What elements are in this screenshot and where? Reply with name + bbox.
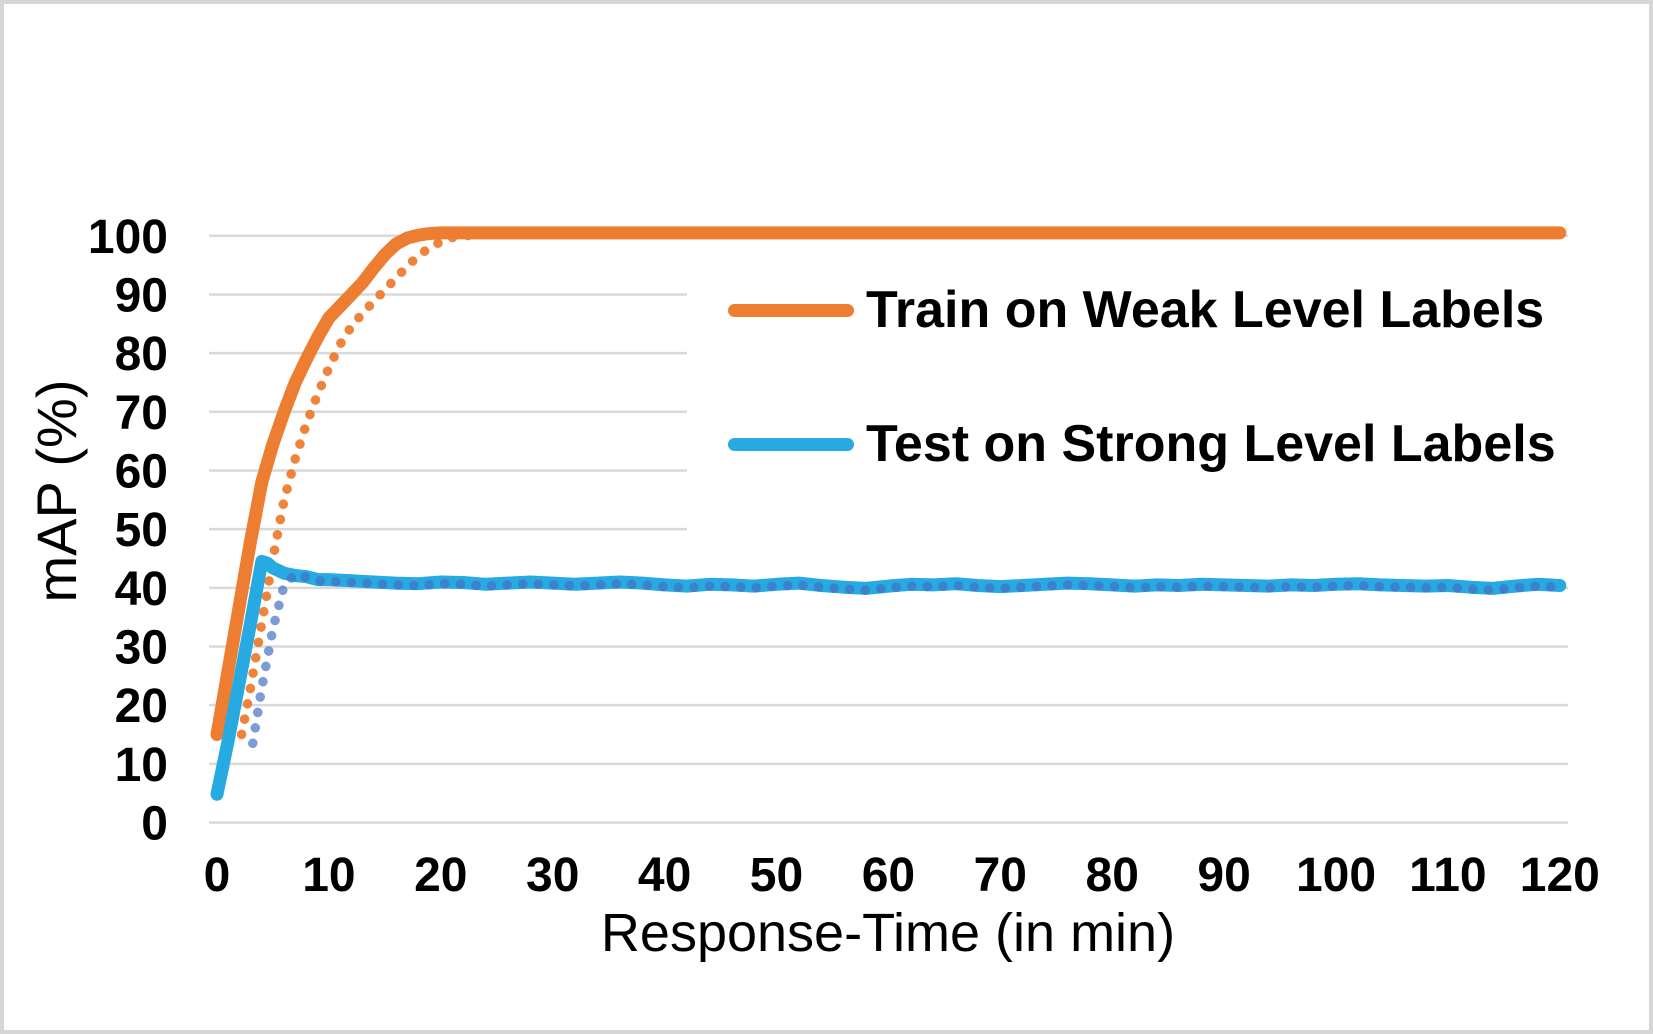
series-line-test-on-strong-level-labels-dotted-	[248, 569, 1565, 749]
y-tick-label-40: 40	[115, 563, 168, 616]
y-tick-label-60: 60	[115, 445, 168, 498]
y-tick-label-70: 70	[115, 387, 168, 440]
legend-swatch-test-blue-line	[728, 437, 854, 451]
x-tick-label-0: 0	[204, 849, 231, 902]
y-axis-title: mAP (%)	[25, 380, 88, 603]
x-tick-label-20: 20	[414, 849, 467, 902]
x-tick-label-80: 80	[1086, 849, 1139, 902]
x-axis-tick-labels: 0 10 20 30 40 50 60 70 80 90 100 110 120	[204, 849, 1600, 902]
y-tick-label-90: 90	[115, 269, 168, 322]
x-tick-label-100: 100	[1296, 849, 1376, 902]
y-tick-label-0: 0	[141, 798, 168, 851]
legend-entry-test: Test on Strong Level Labels	[728, 409, 1569, 479]
x-axis-title: Response-Time (in min)	[601, 903, 1175, 963]
y-tick-label-30: 30	[115, 621, 168, 674]
x-tick-label-120: 120	[1520, 849, 1600, 902]
y-tick-label-10: 10	[115, 739, 168, 792]
x-tick-label-110: 110	[1409, 849, 1486, 902]
x-tick-label-70: 70	[974, 849, 1027, 902]
legend-label-test: Test on Strong Level Labels	[866, 415, 1556, 473]
x-tick-label-30: 30	[526, 849, 579, 902]
legend-label-train: Train on Weak Level Labels	[866, 281, 1545, 339]
y-tick-label-100: 100	[88, 211, 168, 264]
legend-entry-train: Train on Weak Level Labels	[728, 275, 1569, 345]
series-lines	[210, 226, 1567, 801]
series-line-test-on-strong-level-labels	[210, 554, 1567, 801]
x-tick-label-40: 40	[638, 849, 691, 902]
legend: Train on Weak Level Labels Test on Stron…	[687, 249, 1569, 536]
x-tick-label-50: 50	[750, 849, 803, 902]
y-tick-label-20: 20	[115, 680, 168, 733]
x-tick-label-60: 60	[862, 849, 915, 902]
x-tick-label-90: 90	[1197, 849, 1250, 902]
x-tick-label-10: 10	[302, 849, 355, 902]
y-tick-label-80: 80	[115, 328, 168, 381]
series-line-train-on-weak-level-labels	[210, 226, 1567, 741]
legend-swatch-train-orange-line	[728, 303, 854, 317]
y-tick-label-50: 50	[115, 504, 168, 557]
